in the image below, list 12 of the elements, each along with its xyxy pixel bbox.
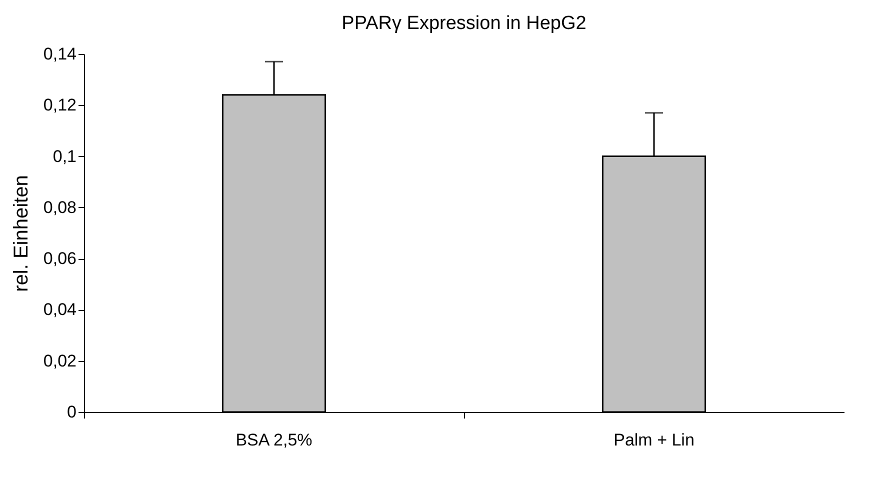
y-tick-label: 0,08 (43, 198, 76, 217)
y-tick-label: 0,14 (43, 44, 76, 64)
y-tick-label: 0,02 (43, 351, 76, 370)
y-tick-label: 0,06 (43, 249, 76, 268)
x-tick-label: BSA 2,5% (236, 430, 312, 450)
y-axis-title: rel. Einheiten (10, 175, 32, 292)
y-tick-label: 0,12 (43, 96, 76, 115)
y-tick-label: 0,04 (43, 300, 76, 320)
y-tick-label: 0 (67, 402, 76, 422)
y-tick-label: 0,1 (52, 146, 76, 166)
chart-title: PPARγ Expression in HepG2 (342, 13, 586, 34)
x-tick-label: Palm + Lin (614, 430, 694, 450)
